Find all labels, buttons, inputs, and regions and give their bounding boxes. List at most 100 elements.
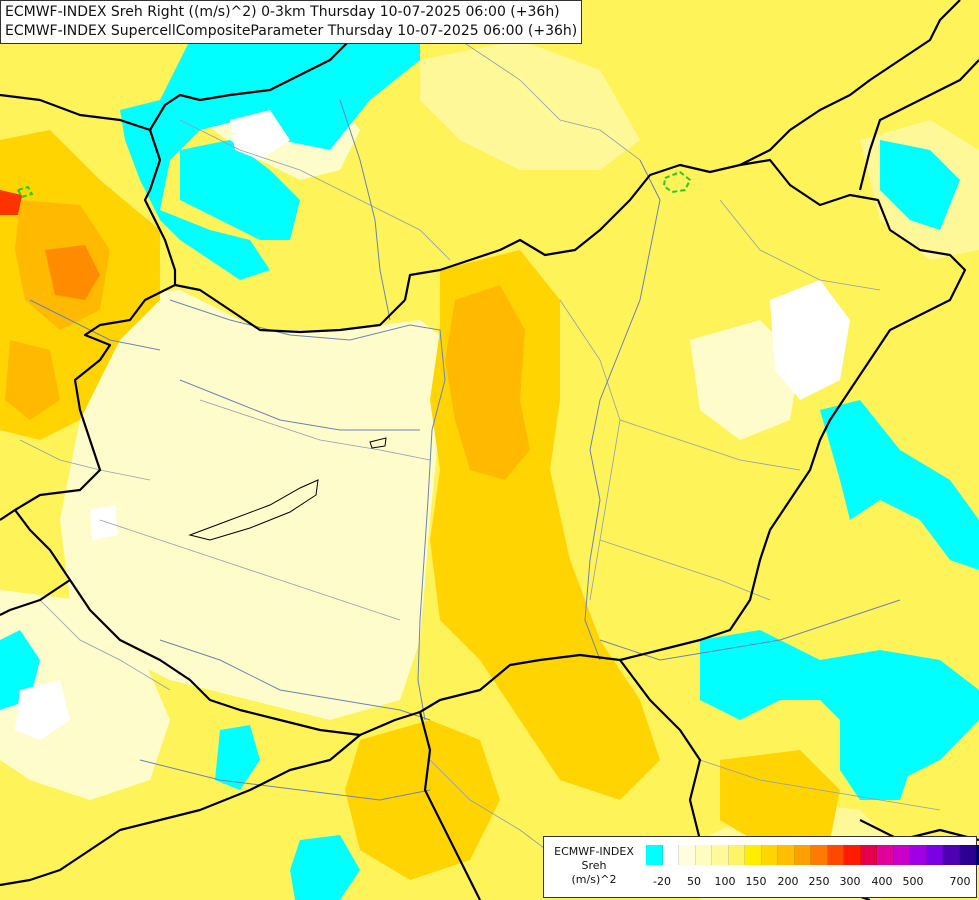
legend-swatch (761, 845, 778, 865)
field-cyan-southeast-2 (840, 710, 920, 800)
field-cyan-south (290, 835, 360, 900)
field-cyan-north-2 (180, 140, 300, 240)
scp-contour-west (16, 185, 34, 199)
legend-swatch (679, 845, 696, 865)
legend-swatch (893, 845, 910, 865)
rivers (29, 99, 901, 801)
region-line (199, 399, 431, 461)
border-east-ukraine (858, 59, 979, 191)
river-mures (599, 599, 901, 661)
legend-swatch (943, 845, 960, 865)
river-sava (139, 759, 431, 801)
legend-swatch (860, 845, 877, 865)
legend-tick-label: 50 (687, 875, 701, 888)
legend-tick-label: 150 (745, 875, 767, 888)
border-south-serbia (418, 711, 481, 900)
river-danube (169, 299, 446, 721)
region-line (429, 759, 561, 861)
field-low-north (420, 40, 640, 170)
legend-swatch (877, 845, 894, 865)
lake-small (369, 437, 387, 449)
legend-swatch (910, 845, 927, 865)
region-line (459, 39, 641, 161)
river-drava (159, 639, 431, 721)
legend-tick-label: 700 (949, 875, 971, 888)
legend-tick-label: 400 (871, 875, 893, 888)
region-boundaries (19, 39, 941, 861)
legend-swatch (695, 845, 712, 865)
river-north (339, 99, 391, 321)
region-line (179, 119, 451, 261)
field-band-orange (445, 285, 530, 480)
legend-title: ECMWF-INDEX Sreh (m/s)^2 (546, 845, 642, 887)
border-south-croatia (0, 734, 361, 887)
legend-swatch (926, 845, 943, 865)
border-southeast (859, 819, 979, 842)
legend-swatch (745, 845, 762, 865)
legend-swatch (778, 845, 795, 865)
region-line (39, 599, 171, 691)
legend-tick-label: 100 (714, 875, 736, 888)
field-low-west (60, 290, 445, 720)
legend-swatches (646, 845, 979, 865)
field-white-east (770, 280, 850, 400)
border-north-center (143, 129, 177, 285)
legend-tick-label: 250 (808, 875, 830, 888)
scp-contours (16, 170, 692, 199)
region-line (719, 199, 881, 291)
field-white-north (230, 110, 290, 160)
map-title-box: ECMWF-INDEX Sreh Right ((m/s)^2) 0-3km T… (0, 0, 583, 44)
border-north-west (0, 0, 371, 132)
region-line (599, 539, 771, 601)
field-west-orange-2 (5, 340, 60, 420)
legend-tick-label: 200 (777, 875, 799, 888)
legend-swatch (728, 845, 745, 865)
region-line (699, 759, 941, 811)
field-low-east (690, 320, 800, 440)
scp-contour-north (662, 170, 692, 194)
legend-swatch (976, 845, 979, 865)
title-sreh: ECMWF-INDEX Sreh Right ((m/s)^2) 0-3km T… (5, 4, 560, 20)
field-band-south (345, 720, 500, 880)
river-west (29, 299, 161, 351)
legend-swatch (712, 845, 729, 865)
legend-swatch (662, 845, 679, 865)
legend-swatch (646, 845, 663, 865)
lake-balaton (188, 479, 319, 541)
legend-model: ECMWF-INDEX (554, 845, 634, 858)
field-cyan-east (820, 400, 979, 570)
border-northeast (739, 0, 961, 166)
region-line (99, 519, 401, 621)
field-band-southeast (720, 750, 840, 850)
field-cyan-north (120, 0, 420, 280)
legend-swatch (794, 845, 811, 865)
title-scp: ECMWF-INDEX SupercellCompositeParameter … (5, 23, 578, 39)
field-west-red (0, 190, 22, 215)
field-west-deep (45, 245, 100, 300)
legend-swatch (811, 845, 828, 865)
river-tisza (584, 159, 661, 661)
legend-swatch (827, 845, 844, 865)
region-line (619, 419, 801, 471)
legend-swatch (844, 845, 861, 865)
field-low-southwest (0, 590, 170, 800)
legend-tick-label: 500 (902, 875, 924, 888)
legend-ticks: -20 50 100 150 200 250 300 400 500 700 (646, 875, 972, 889)
color-legend: ECMWF-INDEX Sreh (m/s)^2 -20 50 100 150 200 2… (543, 836, 979, 898)
legend-tick-label: 300 (839, 875, 861, 888)
legend-tick-label: -20 (653, 875, 671, 888)
region-line (559, 299, 621, 601)
border-west-slovenia (0, 579, 71, 616)
field-cyan-northeast (880, 140, 960, 230)
field-cyan-southwest (215, 725, 260, 790)
region-line (19, 439, 151, 481)
legend-swatch (959, 845, 976, 865)
field-white-southwest (15, 680, 70, 740)
field-white-small (90, 505, 118, 540)
river-raba (179, 379, 420, 431)
legend-variable: Sreh (581, 859, 607, 872)
legend-unit: (m/s)^2 (571, 873, 617, 886)
border-west-austria (0, 509, 16, 521)
